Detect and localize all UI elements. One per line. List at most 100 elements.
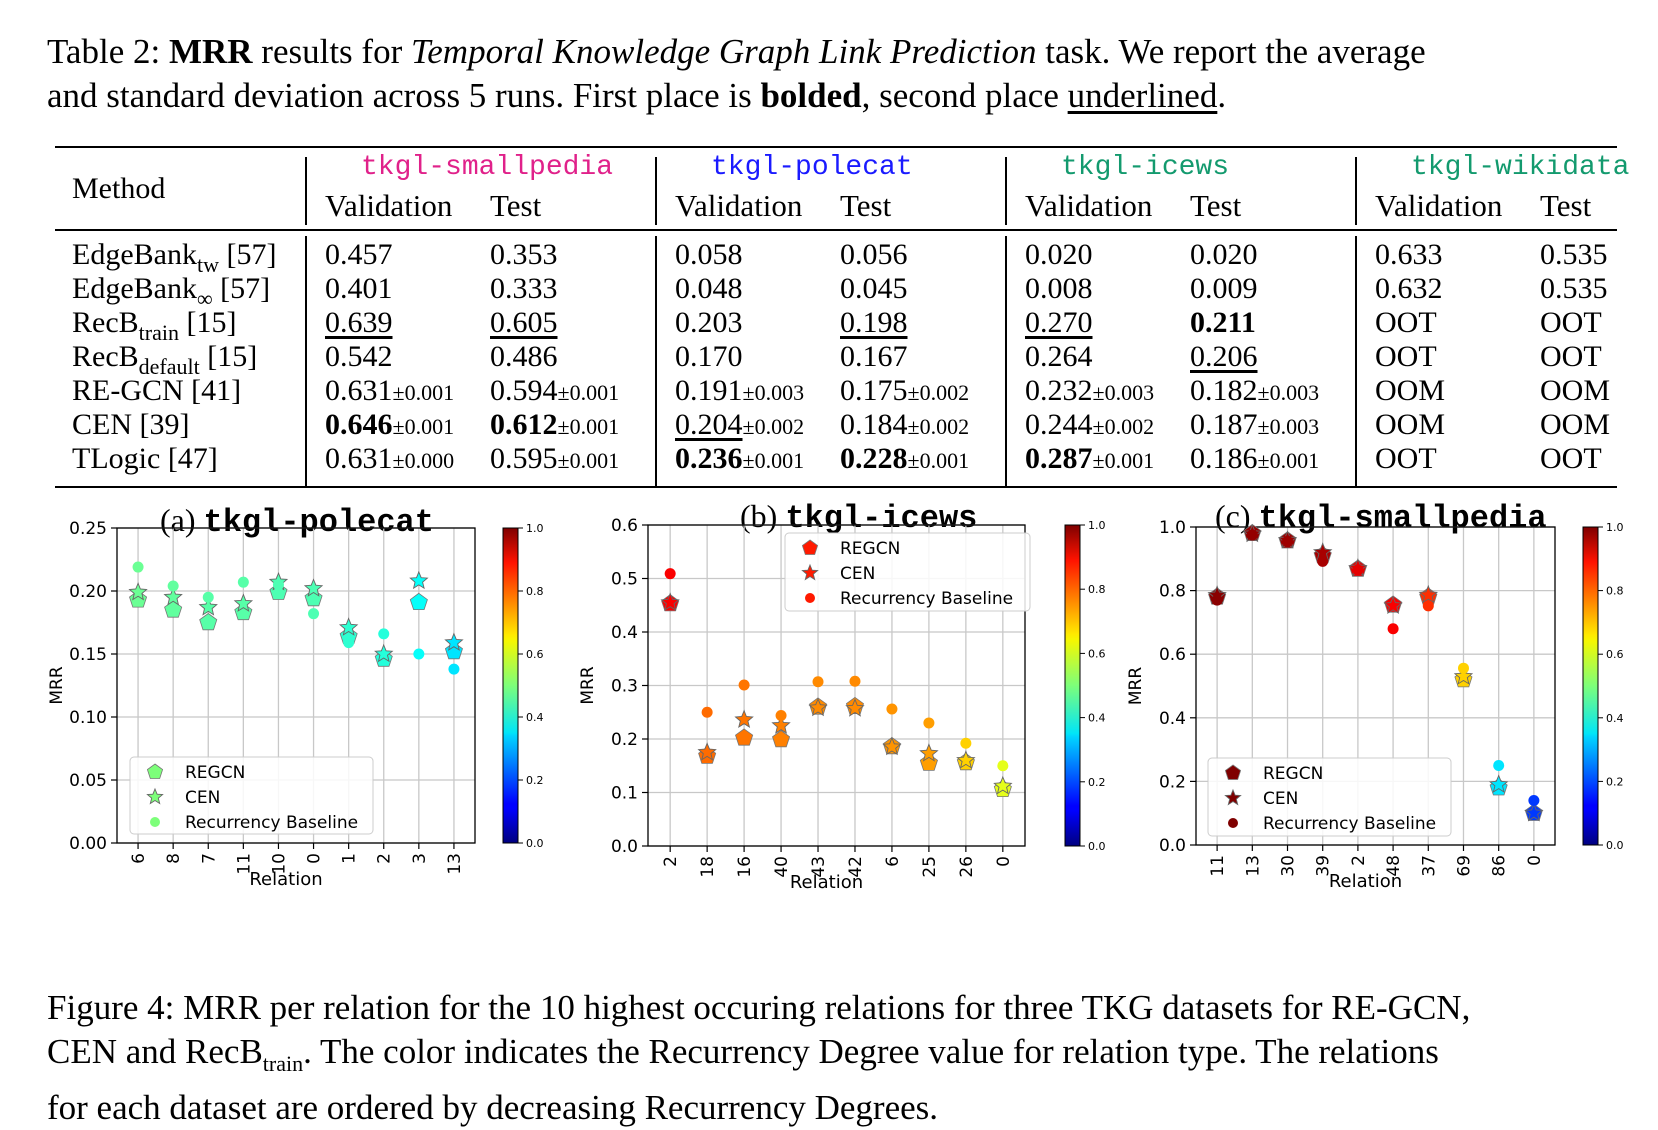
x-tick-label: 6 [883,856,903,867]
baseline-point [1246,529,1258,541]
caption-text: CEN and RecB [47,1032,263,1071]
regcn-point [735,728,754,746]
table-cell: 0.457 [325,238,393,271]
y-tick-label: 0.5 [611,570,638,590]
colorbar-tick-label: 0.0 [526,837,544,850]
dataset-header-tkgl-polecat: tkgl-polecat [711,152,913,183]
colorbar-tick-label: 0.8 [1088,583,1106,596]
table-mid-rule [55,229,1617,231]
legend-label: REGCN [185,763,245,783]
table-cell: OOM [1540,374,1611,407]
baseline-point [343,637,355,649]
legend-cen-marker [1224,788,1242,806]
table-cell: 0.631±0.000 [325,442,455,475]
table-cell: 0.631±0.001 [325,374,455,407]
legend-regcn-marker [801,539,819,555]
x-tick-label: 37 [1419,855,1439,877]
table-cell: 0.020 [1190,238,1258,271]
cen-point [409,570,429,590]
caption-bold: MRR [168,32,253,71]
cen-point [374,643,394,663]
baseline-point [701,706,713,718]
x-tick-label: 25 [920,856,940,878]
legend-cen-marker [801,563,819,581]
colorbar-tick-label: 1.0 [1606,521,1624,534]
y-tick-label: 0.4 [611,623,638,643]
table-cell: 0.632 [1375,272,1443,305]
baseline-point [1457,662,1469,674]
col-separator [1005,157,1007,225]
table-cell: 0.594±0.001 [490,374,620,407]
cen-point [734,709,754,728]
regcn-point [199,613,218,631]
x-tick-label: 3 [410,853,430,864]
y-tick-label: 0.05 [69,771,107,791]
baseline-point [960,737,972,749]
cen-point [1524,803,1544,822]
table-cell: 0.333 [490,272,558,305]
cen-point [163,587,183,606]
caption-subscript: train [262,1051,304,1076]
colorbar-tick-label: 0.6 [526,648,544,661]
dataset-header-tkgl-smallpedia: tkgl-smallpedia [361,152,614,183]
x-tick-label: 1 [340,853,360,864]
caption-prefix: Table 2: [47,32,169,71]
colorbar-tick-label: 0.4 [1088,712,1106,725]
baseline-point [413,648,425,660]
table-cell: 0.612±0.001 [490,408,620,441]
legend-label: Recurrency Baseline [840,589,1013,609]
table-bottom-rule [55,486,1617,488]
table-cell: 0.191±0.003 [675,374,805,407]
baseline-point [132,561,144,573]
col-separator [1355,157,1357,225]
validation-header: Validation [675,188,803,223]
y-tick-label: 0.3 [611,677,638,697]
table-cell: 0.204±0.002 [675,408,805,441]
x-tick-label: 2 [375,853,395,864]
caption-underlined: underlined [1067,76,1218,115]
colorbar-tick-label: 0.4 [1606,712,1624,725]
baseline-point [167,580,179,592]
table-cell: 0.401 [325,272,393,305]
x-axis-label: Relation [249,869,322,890]
colorbar [1064,524,1081,847]
colorbar-tick-label: 0.0 [1088,840,1106,853]
figure-caption: Figure 4: MRR per relation for the 10 hi… [47,986,1637,1130]
table-cell: 0.048 [675,272,743,305]
col-separator [1355,236,1357,486]
table-cell: 0.187±0.003 [1190,408,1320,441]
table-cell: OOT [1540,340,1602,373]
caption-italic: Temporal Knowledge Graph Link Prediction [411,32,1037,71]
table-cell: 0.186±0.001 [1190,442,1320,475]
legend-label: Recurrency Baseline [185,813,358,833]
colorbar-tick-label: 0.2 [1606,775,1624,788]
table-cell: 0.008 [1025,272,1093,305]
caption-bold: bolded [760,76,862,115]
baseline-point [202,591,214,603]
y-tick-label: 0.10 [69,708,107,728]
baseline-point [775,709,787,721]
method-name: RE-GCN [41] [72,374,242,407]
scatter-plots: 0.000.050.100.150.200.256 8 7 11 10 0 1 2 3 13Rel… [47,516,1624,893]
legend-box [1207,757,1452,837]
baseline-point [849,675,861,687]
x-tick-label: 0 [994,856,1014,867]
method-name: RecBdefault [15] [72,340,258,379]
legend-baseline-marker [1228,818,1238,828]
table-cell: 0.353 [490,238,558,271]
legend-baseline-marker [150,817,160,827]
y-tick-label: 0.2 [1159,772,1186,792]
table-cell: 0.264 [1025,340,1093,373]
table-cell: 0.633 [1375,238,1443,271]
validation-header: Validation [1375,188,1503,223]
x-tick-label: 43 [809,856,829,878]
table-cell: 0.009 [1190,272,1258,305]
caption-text: Figure 4: MRR per relation for the 10 hi… [47,988,1471,1027]
chart-0: 0.00 0.05 0.10 0.15 0.20 0.25 6 8 7 11 10 0 1 2 3 13 Rel… [47,519,544,890]
table-top-rule [55,146,1617,148]
results-table: Method tkgl-smallpedia Validation Test tkgl… [0,0,1658,490]
table-cell: OOM [1375,408,1446,441]
baseline-point [308,608,320,620]
x-tick-label: 2 [661,856,681,867]
table-cell: 0.535 [1540,238,1608,271]
